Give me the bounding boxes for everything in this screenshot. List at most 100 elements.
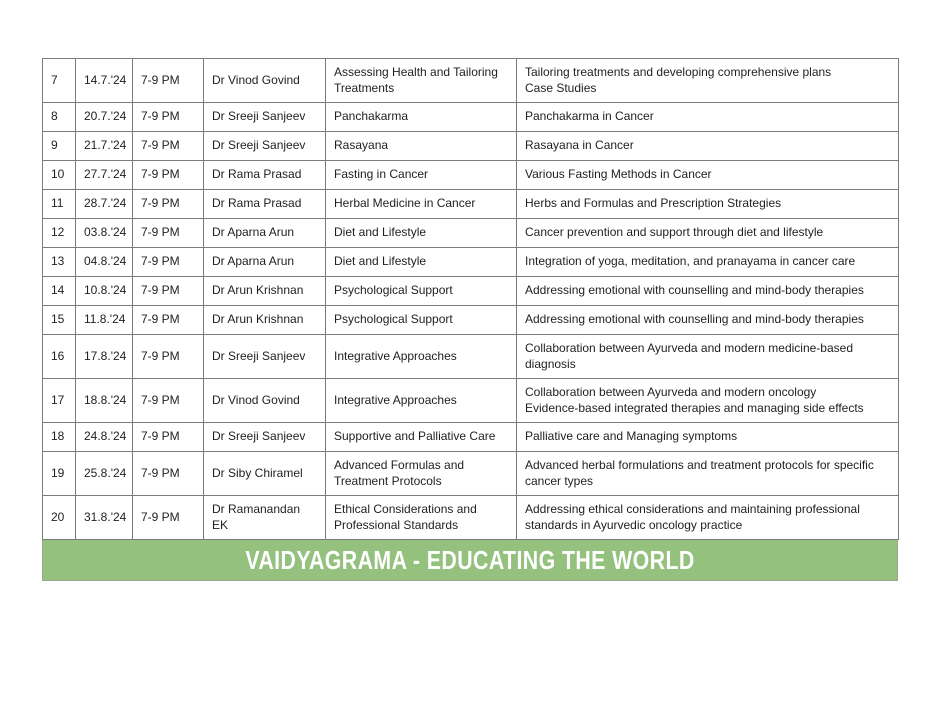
session-doctor-cell: Dr Sreeji Sanjeev <box>203 334 326 379</box>
schedule-row: 14 10.8.'24 7-9 PM Dr Arun Krishnan Psyc… <box>42 276 899 306</box>
session-doctor-cell: Dr Sreeji Sanjeev <box>203 422 326 452</box>
session-doctor-cell: Dr Sreeji Sanjeev <box>203 102 326 132</box>
session-doctor-cell: Dr Arun Krishnan <box>203 276 326 306</box>
session-date-cell: 03.8.'24 <box>75 218 133 248</box>
schedule-table-body: 7 14.7.'24 7-9 PM Dr Vinod Govind Assess… <box>42 58 899 540</box>
schedule-row: 10 27.7.'24 7-9 PM Dr Rama Prasad Fastin… <box>42 160 899 190</box>
session-date-cell: 25.8.'24 <box>75 451 133 496</box>
session-date-cell: 04.8.'24 <box>75 247 133 277</box>
session-time-cell: 7-9 PM <box>132 218 204 248</box>
session-number-cell: 15 <box>42 305 76 335</box>
session-topic-cell: Integrative Approaches <box>325 378 517 423</box>
session-date-cell: 31.8.'24 <box>75 495 133 540</box>
footer-banner-text: VAIDYAGRAMA - EDUCATING THE WORLD <box>245 544 695 575</box>
session-date-cell: 21.7.'24 <box>75 131 133 161</box>
session-topic-cell: Assessing Health and Tailoring Treatment… <box>325 58 517 103</box>
session-doctor-cell: Dr Rama Prasad <box>203 160 326 190</box>
session-time-cell: 7-9 PM <box>132 102 204 132</box>
session-description-cell: Palliative care and Managing symptoms <box>516 422 899 452</box>
session-date-cell: 24.8.'24 <box>75 422 133 452</box>
session-time-cell: 7-9 PM <box>132 247 204 277</box>
session-time-cell: 7-9 PM <box>132 276 204 306</box>
session-description-cell: Cancer prevention and support through di… <box>516 218 899 248</box>
session-time-cell: 7-9 PM <box>132 305 204 335</box>
session-number-cell: 8 <box>42 102 76 132</box>
schedule-row: 11 28.7.'24 7-9 PM Dr Rama Prasad Herbal… <box>42 189 899 219</box>
session-doctor-cell: Dr Siby Chiramel <box>203 451 326 496</box>
session-description-cell: Addressing emotional with counselling an… <box>516 276 899 306</box>
session-date-cell: 17.8.'24 <box>75 334 133 379</box>
session-date-cell: 10.8.'24 <box>75 276 133 306</box>
session-description-cell: Panchakarma in Cancer <box>516 102 899 132</box>
session-date-cell: 27.7.'24 <box>75 160 133 190</box>
session-number-cell: 17 <box>42 378 76 423</box>
session-topic-cell: Diet and Lifestyle <box>325 218 517 248</box>
session-doctor-cell: Dr Vinod Govind <box>203 58 326 103</box>
session-number-cell: 9 <box>42 131 76 161</box>
session-description-cell: Herbs and Formulas and Prescription Stra… <box>516 189 899 219</box>
schedule-row: 13 04.8.'24 7-9 PM Dr Aparna Arun Diet a… <box>42 247 899 277</box>
session-description-cell: Collaboration between Ayurveda and moder… <box>516 334 899 379</box>
session-topic-cell: Herbal Medicine in Cancer <box>325 189 517 219</box>
session-time-cell: 7-9 PM <box>132 189 204 219</box>
session-number-cell: 10 <box>42 160 76 190</box>
session-date-cell: 18.8.'24 <box>75 378 133 423</box>
session-number-cell: 7 <box>42 58 76 103</box>
session-time-cell: 7-9 PM <box>132 131 204 161</box>
schedule-row: 9 21.7.'24 7-9 PM Dr Sreeji Sanjeev Rasa… <box>42 131 899 161</box>
session-doctor-cell: Dr Aparna Arun <box>203 218 326 248</box>
session-topic-cell: Ethical Considerations and Professional … <box>325 495 517 540</box>
schedule-row: 15 11.8.'24 7-9 PM Dr Arun Krishnan Psyc… <box>42 305 899 335</box>
schedule-row: 19 25.8.'24 7-9 PM Dr Siby Chiramel Adva… <box>42 451 899 496</box>
schedule-table: 7 14.7.'24 7-9 PM Dr Vinod Govind Assess… <box>42 58 899 540</box>
session-number-cell: 14 <box>42 276 76 306</box>
session-doctor-cell: Dr Sreeji Sanjeev <box>203 131 326 161</box>
schedule-row: 20 31.8.'24 7-9 PM Dr Ramanandan EK Ethi… <box>42 495 899 540</box>
session-date-cell: 28.7.'24 <box>75 189 133 219</box>
schedule-content: 7 14.7.'24 7-9 PM Dr Vinod Govind Assess… <box>42 58 899 581</box>
session-description-cell: Tailoring treatments and developing comp… <box>516 58 899 103</box>
session-topic-cell: Supportive and Palliative Care <box>325 422 517 452</box>
session-doctor-cell: Dr Vinod Govind <box>203 378 326 423</box>
session-topic-cell: Rasayana <box>325 131 517 161</box>
session-time-cell: 7-9 PM <box>132 334 204 379</box>
session-topic-cell: Panchakarma <box>325 102 517 132</box>
session-description-cell: Collaboration between Ayurveda and moder… <box>516 378 899 423</box>
session-topic-cell: Advanced Formulas and Treatment Protocol… <box>325 451 517 496</box>
session-topic-cell: Psychological Support <box>325 305 517 335</box>
session-time-cell: 7-9 PM <box>132 451 204 496</box>
session-number-cell: 11 <box>42 189 76 219</box>
session-description-cell: Addressing emotional with counselling an… <box>516 305 899 335</box>
schedule-row: 12 03.8.'24 7-9 PM Dr Aparna Arun Diet a… <box>42 218 899 248</box>
session-date-cell: 14.7.'24 <box>75 58 133 103</box>
schedule-row: 18 24.8.'24 7-9 PM Dr Sreeji Sanjeev Sup… <box>42 422 899 452</box>
session-description-cell: Advanced herbal formulations and treatme… <box>516 451 899 496</box>
session-date-cell: 11.8.'24 <box>75 305 133 335</box>
session-description-cell: Addressing ethical considerations and ma… <box>516 495 899 540</box>
session-number-cell: 18 <box>42 422 76 452</box>
session-doctor-cell: Dr Ramanandan EK <box>203 495 326 540</box>
session-topic-cell: Integrative Approaches <box>325 334 517 379</box>
session-topic-cell: Psychological Support <box>325 276 517 306</box>
schedule-row: 7 14.7.'24 7-9 PM Dr Vinod Govind Assess… <box>42 58 899 103</box>
session-topic-cell: Fasting in Cancer <box>325 160 517 190</box>
session-time-cell: 7-9 PM <box>132 160 204 190</box>
session-time-cell: 7-9 PM <box>132 58 204 103</box>
session-number-cell: 19 <box>42 451 76 496</box>
session-description-cell: Integration of yoga, meditation, and pra… <box>516 247 899 277</box>
session-description-cell: Rasayana in Cancer <box>516 131 899 161</box>
session-doctor-cell: Dr Aparna Arun <box>203 247 326 277</box>
session-description-cell: Various Fasting Methods in Cancer <box>516 160 899 190</box>
session-number-cell: 16 <box>42 334 76 379</box>
schedule-row: 8 20.7.'24 7-9 PM Dr Sreeji Sanjeev Panc… <box>42 102 899 132</box>
session-number-cell: 12 <box>42 218 76 248</box>
session-date-cell: 20.7.'24 <box>75 102 133 132</box>
session-doctor-cell: Dr Rama Prasad <box>203 189 326 219</box>
session-topic-cell: Diet and Lifestyle <box>325 247 517 277</box>
schedule-row: 17 18.8.'24 7-9 PM Dr Vinod Govind Integ… <box>42 378 899 423</box>
session-number-cell: 13 <box>42 247 76 277</box>
session-doctor-cell: Dr Arun Krishnan <box>203 305 326 335</box>
schedule-row: 16 17.8.'24 7-9 PM Dr Sreeji Sanjeev Int… <box>42 334 899 379</box>
session-number-cell: 20 <box>42 495 76 540</box>
